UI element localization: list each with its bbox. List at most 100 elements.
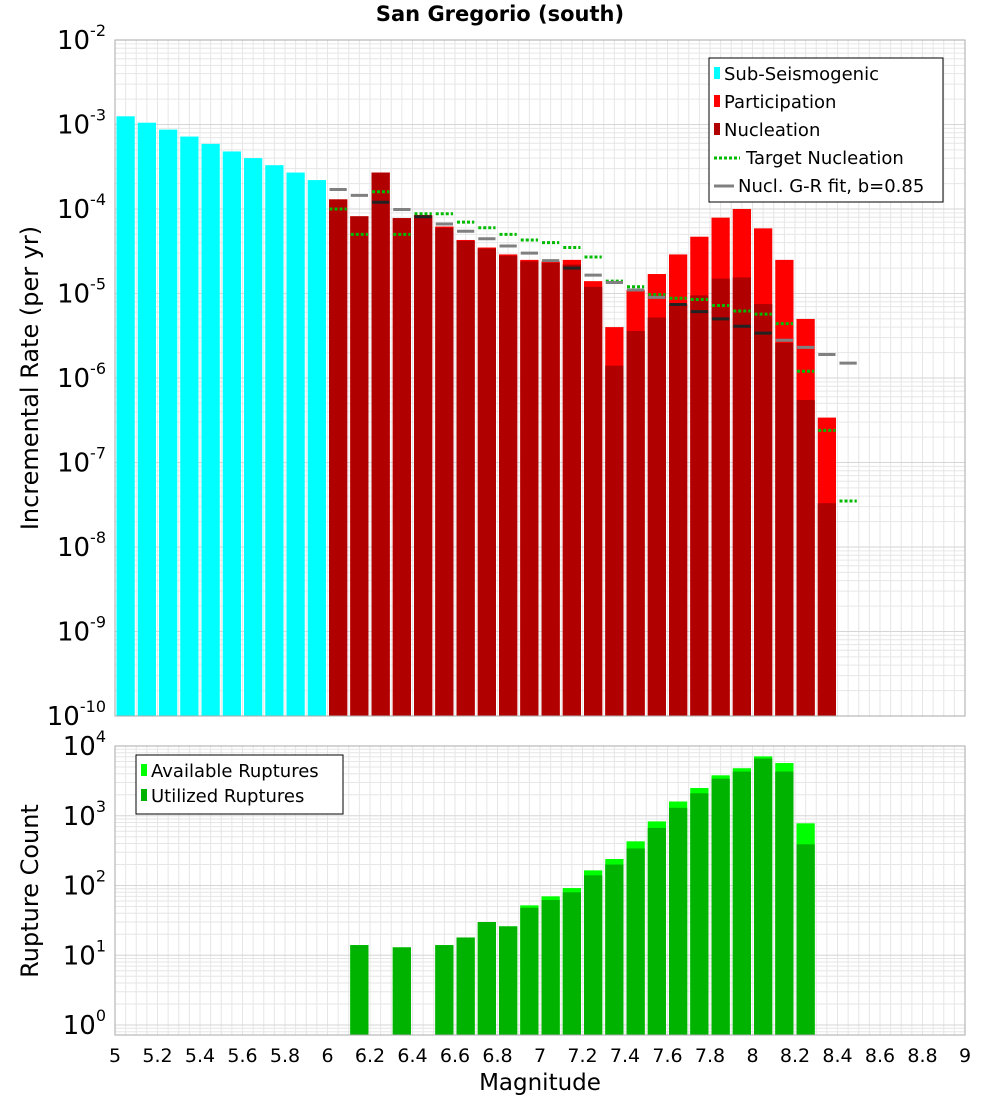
y-tick-label: 10-6	[57, 359, 106, 394]
x-tick-label: 6.6	[440, 1045, 470, 1067]
nucleation-bar	[584, 286, 603, 716]
nucleation-bar	[690, 295, 709, 716]
y-tick-label: 10-10	[47, 697, 106, 732]
y-tick-labels: 10-10 10-9 10-8 10-7 10-6 10-5 10-4 10-3 10-2	[47, 21, 106, 732]
nucleation-bar	[350, 216, 369, 717]
sub-seismogenic-bar	[222, 151, 241, 716]
nucleation-bar	[499, 255, 518, 716]
legend-label: Available Ruptures	[151, 761, 319, 782]
nucleation-bar	[775, 342, 794, 716]
x-tick-label: 5.8	[270, 1045, 300, 1067]
y-tick-label: 103	[63, 797, 106, 832]
y-axis-label: Rupture Count	[16, 804, 44, 978]
utilized-ruptures-bar	[499, 926, 518, 1035]
legend-label: Nucleation	[724, 120, 820, 141]
nucleation-bar	[371, 172, 390, 717]
y-tick-label: 101	[63, 936, 106, 971]
y-tick-label: 10-9	[57, 613, 106, 648]
x-tick-labels: 5 5.2 5.4 5.6 5.8 6 6.2 6.4 6.6 6.8 7 7.2 7.4 7.6 7.8 8…	[109, 1045, 971, 1067]
utilized-ruptures-bar	[754, 758, 773, 1035]
legend-swatch	[714, 67, 720, 79]
legend: Available Ruptures Utilized Ruptures	[135, 754, 344, 815]
nucleation-bar	[796, 399, 815, 716]
x-tick-label: 5.4	[185, 1045, 215, 1067]
utilized-ruptures-bar	[732, 771, 751, 1035]
x-tick-label: 8.2	[780, 1045, 810, 1067]
nucleation-bar	[477, 248, 496, 716]
x-tick-label: 6.4	[397, 1045, 427, 1067]
sub-seismogenic-series	[116, 116, 326, 717]
x-tick-label: 5.6	[227, 1045, 257, 1067]
utilized-ruptures-bar	[520, 907, 539, 1035]
y-tick-label: 10-3	[57, 106, 106, 141]
y-tick-label: 104	[63, 727, 106, 762]
x-tick-label: 9	[959, 1045, 971, 1067]
y-tick-label: 102	[63, 867, 106, 902]
nucleation-bar	[520, 261, 539, 716]
x-tick-label: 7	[534, 1045, 546, 1067]
utilized-ruptures-bar	[690, 793, 709, 1035]
utilized-ruptures-bar	[647, 827, 666, 1035]
utilized-ruptures-bar	[626, 848, 645, 1035]
nucleation-bar	[711, 278, 730, 716]
y-tick-label: 100	[63, 1006, 106, 1041]
utilized-ruptures-bar	[562, 892, 581, 1035]
nucleation-bar	[329, 199, 348, 717]
x-tick-label: 8	[746, 1045, 758, 1067]
x-tick-label: 7.6	[652, 1045, 682, 1067]
sub-seismogenic-bar	[201, 143, 220, 716]
nucl-g-r-fit-b-0-85-series	[329, 188, 857, 365]
x-tick-label: 5.2	[142, 1045, 172, 1067]
x-tick-label: 7.2	[567, 1045, 597, 1067]
x-tick-label: 8.6	[865, 1045, 895, 1067]
utilized-ruptures-bar	[477, 922, 496, 1035]
nucleation-series	[329, 172, 836, 717]
legend-swatch	[714, 123, 720, 135]
sub-seismogenic-bar	[159, 129, 178, 717]
legend: Sub-Seismogenic Participation Nucleation Ta…	[708, 57, 944, 203]
legend-swatch	[141, 764, 147, 776]
utilized-ruptures-bar	[669, 807, 688, 1035]
sub-seismogenic-bar	[307, 180, 326, 716]
utilized-ruptures-bar	[796, 844, 815, 1035]
sub-seismogenic-bar	[244, 158, 263, 717]
nucleation-bar	[817, 503, 836, 716]
x-tick-label: 8.4	[822, 1045, 852, 1067]
utilized-ruptures-bar	[711, 778, 730, 1035]
nucleation-bar	[754, 304, 773, 716]
x-tick-label: 8.8	[907, 1045, 937, 1067]
y-axis-label: Incremental Rate (per yr)	[16, 226, 44, 530]
legend-label: Sub-Seismogenic	[724, 64, 879, 85]
legend-label: Utilized Ruptures	[151, 786, 304, 807]
y-tick-label: 10-7	[57, 444, 106, 479]
utilized-ruptures-bar	[456, 937, 475, 1035]
legend-label: Nucl. G-R fit, b=0.85	[738, 176, 924, 197]
legend-swatch	[714, 95, 720, 107]
x-tick-label: 7.8	[695, 1045, 725, 1067]
utilized-ruptures-bar	[605, 864, 624, 1035]
legend-label: Target Nucleation	[745, 148, 904, 169]
utilized-ruptures-series	[350, 758, 815, 1035]
nucleation-bar	[392, 218, 411, 716]
legend-box	[708, 57, 944, 203]
sub-seismogenic-bar	[286, 172, 305, 717]
x-axis-label: Magnitude	[479, 1070, 601, 1096]
sub-seismogenic-bar	[116, 116, 135, 717]
utilized-ruptures-bar	[435, 945, 454, 1035]
legend-swatch	[141, 789, 147, 801]
y-tick-label: 10-4	[57, 190, 106, 225]
legend-label: Participation	[724, 92, 836, 113]
sub-seismogenic-bar	[137, 122, 156, 717]
utilized-ruptures-bar	[584, 875, 603, 1035]
incremental-rate-plot: 10-10 10-9 10-8 10-7 10-6 10-5 10-4 10-3 10-2 Inc…	[16, 21, 966, 732]
y-tick-label: 10-2	[57, 21, 106, 56]
utilized-ruptures-bar	[350, 945, 369, 1035]
x-tick-label: 6.2	[355, 1045, 385, 1067]
x-tick-label: 5	[109, 1045, 121, 1067]
x-tick-label: 7.4	[610, 1045, 640, 1067]
plot-frame	[114, 745, 966, 1036]
utilized-ruptures-bar	[541, 900, 560, 1035]
nucleation-bar	[647, 317, 666, 716]
y-tick-labels: 100 101 102 103 104	[63, 727, 106, 1041]
